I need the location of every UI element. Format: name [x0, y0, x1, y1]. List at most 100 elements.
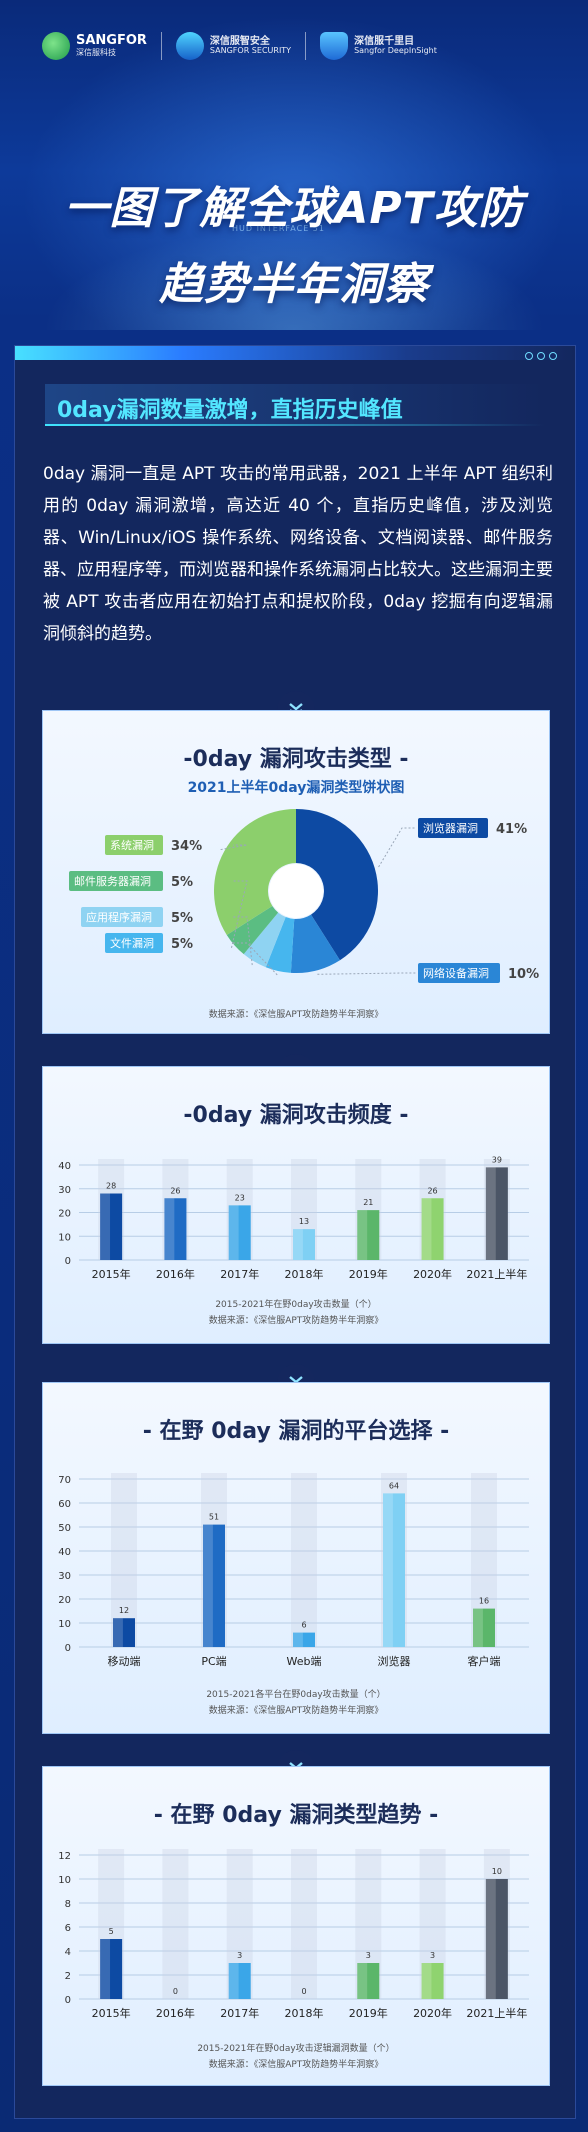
- pie-label: 邮件服务器漏洞: [74, 875, 151, 888]
- bar: [203, 1524, 225, 1647]
- bar-value-label: 28: [106, 1182, 116, 1191]
- bar-highlight: [100, 1193, 111, 1260]
- y-tick-label: 8: [65, 1899, 71, 1910]
- pie-slice: [214, 809, 296, 935]
- x-tick-label: 2020年: [413, 2006, 452, 2020]
- trend-caption: 2015-2021年在野0day攻击逻辑漏洞数量（个）: [197, 2044, 395, 2054]
- x-tick-label: 2019年: [349, 2006, 388, 2020]
- bar-highlight: [473, 1608, 483, 1647]
- x-tick-label: 2016年: [156, 1267, 195, 1281]
- bar-highlight: [421, 1963, 432, 1999]
- bar-value-label: 3: [237, 1951, 242, 1960]
- bar-highlight: [113, 1618, 123, 1647]
- logo2-cn: 深信服智安全: [209, 36, 270, 48]
- x-tick-label: 2018年: [285, 1267, 324, 1281]
- x-tick-label: 2016年: [156, 2006, 195, 2020]
- hud-text: HUD INTERFACE 51: [232, 224, 325, 233]
- bar: [293, 1229, 315, 1260]
- bar-value-label: 6: [301, 1621, 306, 1630]
- y-tick-label: 30: [58, 1571, 71, 1582]
- logo1-en: SANGFOR: [76, 33, 147, 49]
- bar-highlight: [100, 1939, 111, 1999]
- sangfor-logo-icon: [42, 32, 70, 60]
- bar: [473, 1608, 495, 1647]
- bar-highlight: [421, 1198, 432, 1260]
- pie-percent: 10%: [508, 967, 539, 982]
- card-dots: [525, 352, 557, 360]
- platform-panel-title: - 在野 0day 漏洞的平台选择 -: [142, 1419, 450, 1444]
- logo3-en: Sangfor DeepInSight: [354, 46, 437, 56]
- bar-value-label: 12: [119, 1606, 129, 1615]
- sangfor-security-logo: 深信服智安全 SANGFOR SECURITY: [175, 32, 291, 60]
- bar: [293, 1632, 315, 1647]
- pie-leader-line: [233, 942, 278, 976]
- bar: [164, 1198, 187, 1260]
- pie-percent: 5%: [171, 937, 193, 952]
- pie-percent: 5%: [171, 875, 193, 890]
- pie-leader-line: [378, 827, 416, 868]
- x-tick-label: 浏览器: [378, 1654, 411, 1668]
- pie-percent: 5%: [171, 911, 193, 926]
- dot-icon: [537, 352, 545, 360]
- bar-track: [291, 1849, 317, 1999]
- frequency-source: 数据来源：《深信服APT攻防趋势半年洞察》: [208, 1316, 384, 1326]
- bar: [485, 1167, 508, 1260]
- y-tick-label: 10: [58, 1619, 71, 1630]
- pie-slice: [243, 912, 286, 968]
- y-tick-label: 0: [65, 1643, 71, 1654]
- bar-highlight: [357, 1963, 368, 1999]
- intro-paragraph: 0day 漏洞一直是 APT 攻击的常用武器，2021 上半年 APT 组织利用…: [43, 464, 553, 644]
- y-tick-label: 0: [65, 1995, 71, 2006]
- bar-track: [162, 1849, 189, 1999]
- bar-track: [291, 1473, 317, 1647]
- logo-divider: [305, 32, 307, 60]
- y-tick-label: 20: [58, 1595, 71, 1606]
- pie-label: 应用程序漏洞: [86, 910, 152, 924]
- bar: [113, 1618, 135, 1647]
- platform-panel: - 在野 0day 漏洞的平台选择 - 0 10 20 30 40 50 60 70 12 移动端…: [42, 1382, 550, 1734]
- hero-glow-lines: [0, 210, 588, 330]
- pie-leader-line: [233, 916, 253, 966]
- x-tick-label: 2019年: [349, 1267, 388, 1281]
- pie-panel-subtitle: 2021上半年0day漏洞类型饼状图: [187, 780, 405, 796]
- y-tick-label: 12: [58, 1851, 71, 1862]
- frequency-caption: 2015-2021年在野0day攻击数量（个）: [215, 1300, 377, 1310]
- x-tick-label: PC端: [201, 1655, 226, 1668]
- pie-panel-title: -0day 漏洞攻击类型 -: [183, 747, 409, 772]
- pie-percent: 34%: [171, 839, 202, 854]
- bar-highlight: [485, 1167, 496, 1260]
- headline-text: 0day漏洞数量激增，直指历史峰值: [57, 398, 403, 423]
- frequency-bar-chart: 0 10 20 30 40 28 2015年 26 2016年 23 2017年 13 2018年 21 2…: [58, 1155, 529, 1281]
- bar-value-label: 10: [492, 1867, 502, 1876]
- x-tick-label: Web端: [287, 1655, 322, 1668]
- pie-label-box: [69, 871, 163, 891]
- sangfor-logo: SANGFOR 深信服科技: [42, 32, 147, 60]
- content-card: 0day漏洞数量激增，直指历史峰值 0day 漏洞一直是 APT 攻击的常用武器…: [14, 345, 576, 2119]
- frequency-panel-title: -0day 漏洞攻击频度 -: [183, 1103, 409, 1128]
- y-tick-label: 4: [65, 1947, 71, 1958]
- logo3-cn: 深信服千里目: [354, 36, 415, 48]
- bar-highlight: [357, 1210, 368, 1260]
- y-tick-label: 0: [65, 1256, 71, 1267]
- bar-highlight: [383, 1493, 393, 1647]
- bar-value-label: 13: [299, 1217, 309, 1226]
- shield-icon: [320, 32, 349, 60]
- x-tick-label: 移动端: [108, 1655, 141, 1668]
- logo-bar: SANGFOR 深信服科技 深信服智安全 SANGFOR SECURITY 深信…: [42, 32, 437, 60]
- bar: [357, 1210, 380, 1260]
- bar-value-label: 3: [366, 1951, 371, 1960]
- pie-slice: [265, 917, 295, 973]
- bar: [357, 1963, 380, 1999]
- bar-value-label: 16: [479, 1597, 489, 1606]
- y-tick-label: 20: [58, 1209, 71, 1220]
- y-tick-label: 10: [58, 1875, 71, 1886]
- bar-highlight: [485, 1879, 496, 1999]
- bar-highlight: [293, 1229, 303, 1260]
- bar: [228, 1963, 251, 1999]
- bar: [383, 1493, 405, 1647]
- pie-label-box: [81, 907, 163, 927]
- trend-panel: - 在野 0day 漏洞类型趋势 - 0 2 4 6 8 10 12 5 2015年 0 2016年…: [42, 1766, 550, 2086]
- x-tick-label: 2021上半年: [466, 1267, 527, 1281]
- pie-label: 文件漏洞: [110, 936, 154, 950]
- hero-title-line2: 趋势半年洞察: [159, 259, 429, 310]
